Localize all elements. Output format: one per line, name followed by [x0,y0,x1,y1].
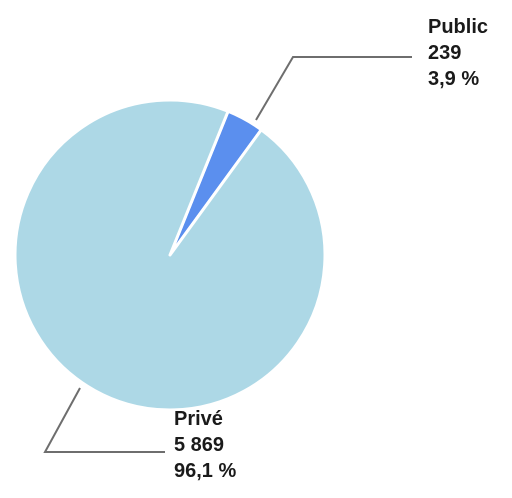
slice-prive-name-label: Privé [174,408,223,430]
slice-prive-leader-line [43,387,165,453]
slice-prive-value-label: 5 869 [174,434,224,456]
slice-public-leader-line [255,56,412,121]
slices-layer [13,98,327,412]
slice-prive-percent-label: 96,1 % [174,460,236,482]
slice-public-percent-label: 3,9 % [428,68,479,90]
leaders-layer [43,56,412,453]
labels-layer: Public 239 3,9 % Privé 5 869 96,1 % [174,16,488,482]
slice-prive [13,98,327,412]
slice-public-value-label: 239 [428,42,461,64]
slice-public-name-label: Public [428,16,488,38]
